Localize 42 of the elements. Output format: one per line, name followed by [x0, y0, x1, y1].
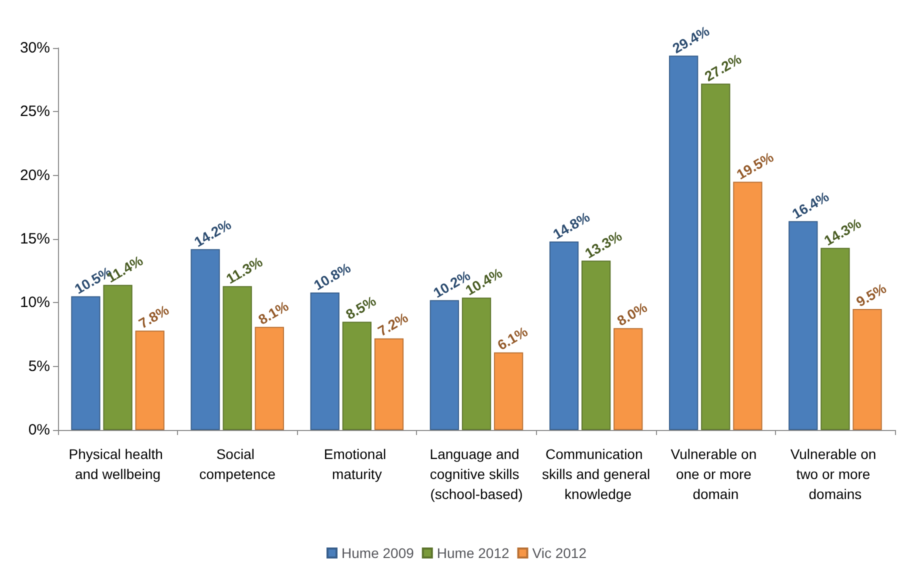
bar: [820, 248, 850, 430]
x-tick-label: Vulnerable on two or more domains: [790, 446, 880, 502]
bar: [310, 292, 340, 430]
legend-label: Hume 2009: [342, 545, 414, 561]
bar: [788, 221, 818, 430]
bar: [669, 56, 698, 430]
data-label: 8.0%: [614, 298, 650, 329]
bar: [462, 298, 492, 430]
bar: [430, 300, 460, 430]
bar: [71, 296, 100, 430]
bar: [190, 249, 220, 430]
x-tick-label: Language and cognitive skills (school-based): [430, 446, 524, 502]
bar: [852, 309, 882, 430]
y-tick-label: 20%: [20, 166, 50, 184]
y-tick-label: 5%: [28, 358, 50, 375]
x-tick-label: Physical health and wellbeing: [68, 446, 167, 482]
y-tick-label: 25%: [20, 103, 50, 120]
bar: [582, 260, 611, 430]
y-tick-label: 0%: [28, 422, 50, 438]
y-tick-label: 30%: [20, 40, 50, 56]
data-label: 9.5%: [853, 280, 890, 310]
data-label: 8.1%: [255, 298, 292, 328]
y-tick-label: 15%: [20, 230, 50, 248]
bar: [222, 286, 252, 430]
data-label: 6.1%: [494, 322, 531, 354]
data-label: 7.8%: [136, 301, 172, 332]
bar: [494, 352, 524, 430]
x-tick-label: Vulnerable on one or more domain: [670, 446, 761, 502]
bar: [733, 182, 762, 430]
y-tick-label: 10%: [20, 294, 50, 312]
bar: [374, 338, 404, 430]
bar: [254, 326, 284, 430]
x-tick-label: Communication skills and general knowledge: [542, 446, 650, 502]
bar: [701, 84, 730, 430]
legend-label: Hume 2012: [436, 545, 510, 561]
bar: [342, 322, 372, 430]
bar: [614, 328, 643, 430]
bar: [135, 330, 164, 430]
legend-label: Vic 2012: [532, 545, 587, 561]
x-tick-label: Emotional maturity: [324, 446, 390, 482]
x-tick-label: Social competence: [199, 446, 276, 482]
bar: [549, 242, 579, 430]
